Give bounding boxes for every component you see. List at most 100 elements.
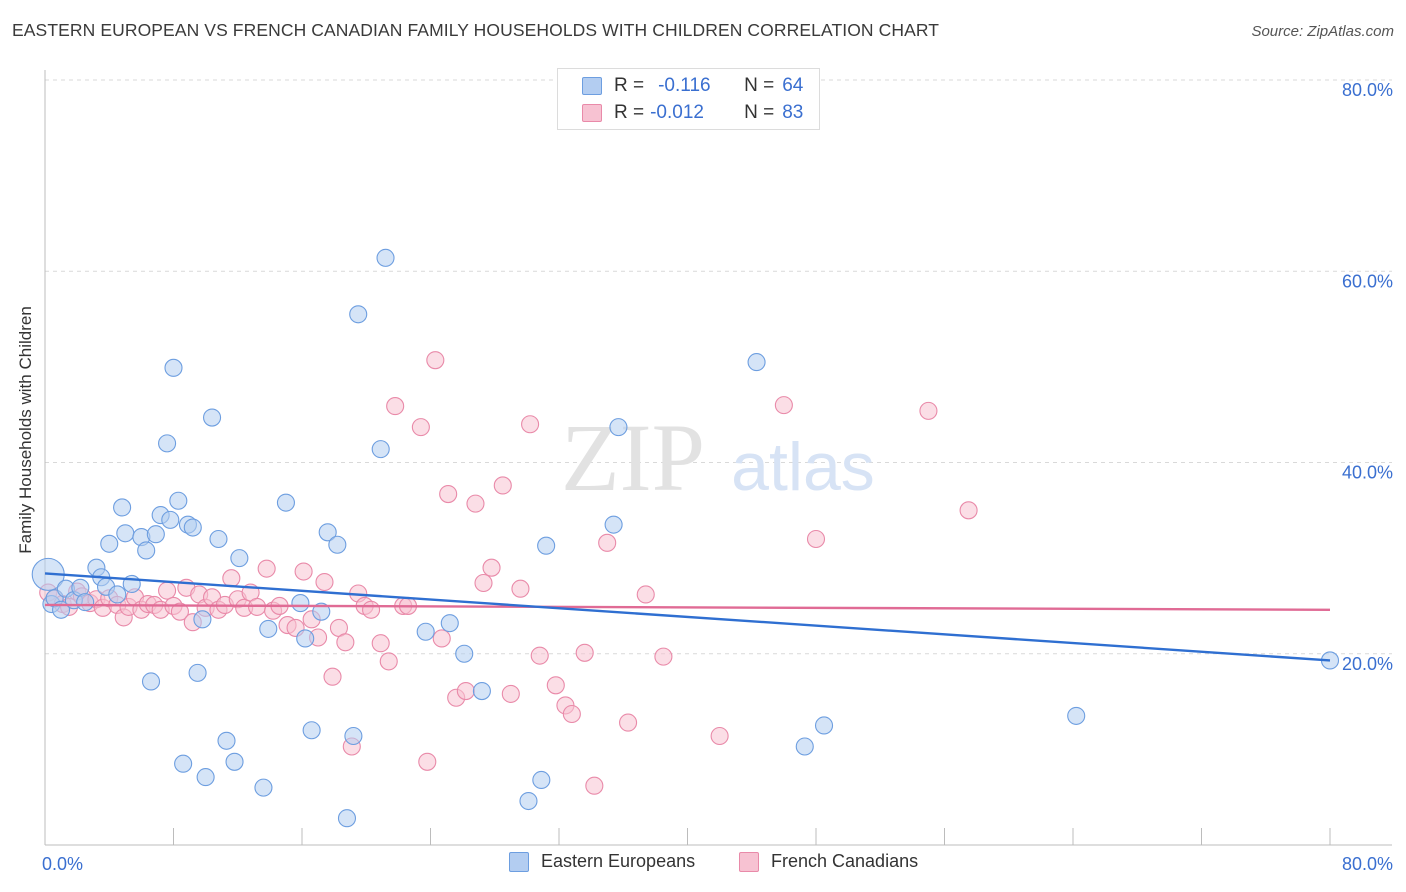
legend-n-value: 64 [782,75,804,96]
point-eastern-european [1067,706,1086,725]
point-french-canadian [585,776,604,795]
point-eastern-european [537,536,556,555]
point-french-canadian [456,681,475,701]
point-french-canadian [257,559,276,578]
legend-n-value: 83 [782,102,804,123]
legend-row-eastern: R = -0.116 N = 64 [582,74,803,98]
x-tick-label: 80.0% [1342,854,1393,874]
point-french-canadian [521,415,540,434]
point-eastern-european [254,778,273,797]
bottom-legend-label-french: French Canadians [771,851,919,871]
point-eastern-european [146,525,165,544]
point-eastern-european [371,440,390,459]
point-french-canadian [379,652,398,671]
point-french-canadian [493,476,512,495]
y-axis-label-wrap: Family Households with Children [6,250,46,610]
legend-n-label: N = [744,75,775,96]
point-eastern-european [174,754,193,773]
point-french-canadian [619,713,638,732]
point-eastern-european [113,498,132,517]
point-eastern-european [209,529,228,549]
legend-swatch-eastern [582,77,602,95]
watermark-zip: ZIP [561,404,705,511]
point-french-canadian [323,667,342,686]
point-french-canadian [654,647,673,666]
point-french-canadian [919,401,938,420]
point-eastern-european [161,510,180,529]
point-french-canadian [170,602,189,621]
point-french-canadian [474,573,493,593]
point-eastern-european [108,585,127,604]
axes [44,70,1392,846]
point-french-canadian [806,529,826,549]
bottom-legend-eastern: Eastern Europeans [509,851,695,872]
trend-line-eastern [44,572,1331,662]
point-eastern-european [416,622,435,641]
point-eastern-european [814,716,834,735]
point-eastern-european [183,518,202,537]
point-french-canadian [386,397,405,416]
trend-lines [44,572,1331,662]
point-french-canadian [294,562,313,581]
point-eastern-european [217,731,236,750]
point-french-canadian [546,676,565,695]
series-french-canadians [39,351,978,795]
point-eastern-european [188,663,207,682]
point-eastern-european [296,629,315,648]
bottom-legend-swatch-french [739,851,759,872]
point-eastern-european [302,721,321,740]
grid-lines [45,79,1392,655]
point-eastern-european [141,672,161,691]
point-french-canadian [426,351,445,370]
point-eastern-european [532,770,551,790]
point-eastern-european [795,737,814,756]
point-eastern-european [158,434,177,453]
watermark: ZIP atlas [561,404,875,511]
point-eastern-european [349,305,368,324]
x-tick-label: 0.0% [42,854,83,874]
point-eastern-european [344,726,363,746]
legend-r-label: R = [614,75,645,96]
point-french-canadian [362,600,381,619]
point-eastern-european [193,610,212,629]
watermark-atlas: atlas [731,429,875,505]
point-french-canadian [482,558,501,577]
point-eastern-european [472,681,491,701]
point-eastern-european [604,515,623,534]
y-tick-label: 20.0% [1342,654,1393,674]
point-french-canadian [710,726,729,746]
point-eastern-european [312,602,331,621]
point-eastern-european [164,358,183,377]
point-eastern-european [137,541,156,560]
point-french-canadian [530,646,549,665]
y-tick-label: 60.0% [1342,271,1393,291]
point-french-canadian [501,684,520,703]
legend: R = -0.116 N = 64 R = -0.012 N = 83 [557,68,820,130]
point-french-canadian [371,634,390,653]
point-eastern-european [440,614,459,633]
bottom-legend-swatch-eastern [509,851,529,872]
point-eastern-european [196,768,215,787]
point-eastern-european [328,535,347,554]
point-french-canadian [636,585,655,604]
legend-row-french: R = -0.012 N = 83 [582,101,803,125]
point-french-canadian [222,569,241,588]
point-french-canadian [315,572,334,592]
legend-n-label: N = [744,102,775,123]
legend-swatch-french [582,104,602,122]
point-eastern-european [203,408,222,427]
source-label: Source: ZipAtlas.com [1251,23,1394,40]
point-eastern-european [747,353,766,372]
point-french-canadian [598,533,617,552]
legend-r-value: -0.012 [650,102,704,123]
point-eastern-european [169,491,188,510]
series-eastern-europeans [31,248,1340,828]
tick-labels: 20.0% 40.0% 60.0% 80.0% 0.0% 80.0% [42,80,1393,874]
point-french-canadian [774,396,793,415]
y-tick-label: 80.0% [1342,80,1393,100]
point-french-canadian [158,581,177,600]
point-french-canadian [439,485,458,504]
point-french-canadian [418,752,437,771]
point-eastern-european [291,594,310,613]
